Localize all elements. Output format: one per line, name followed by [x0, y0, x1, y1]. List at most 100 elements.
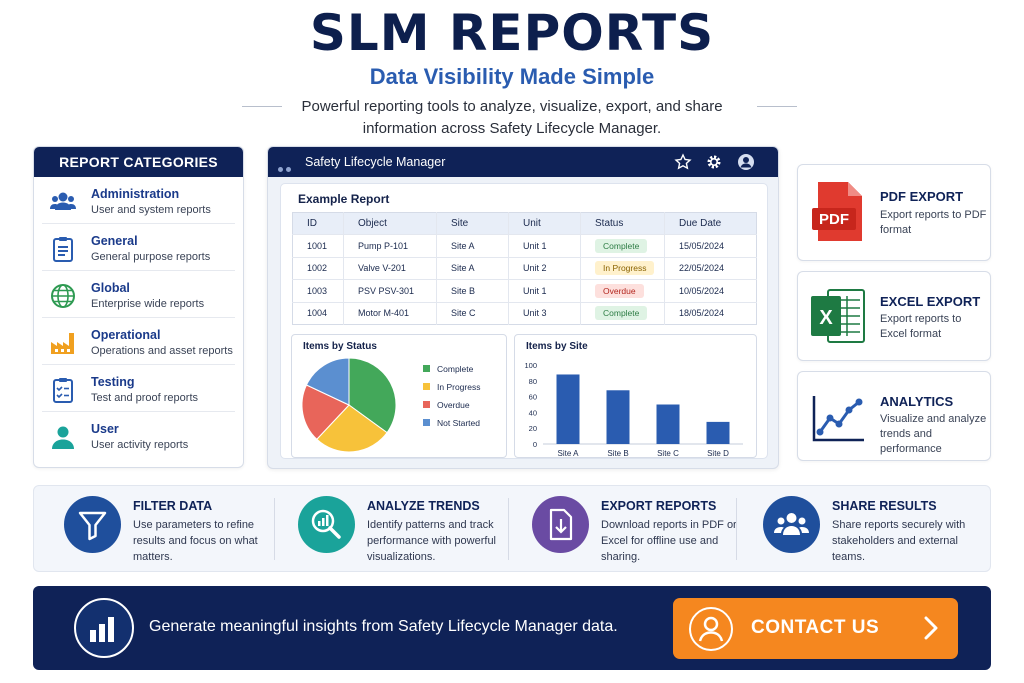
bar [656, 404, 680, 444]
report-title: Example Report [298, 192, 390, 206]
gear-icon[interactable] [705, 153, 723, 171]
divider [508, 498, 509, 560]
star-icon[interactable] [674, 153, 692, 171]
legend-swatch [423, 383, 430, 390]
app-titlebar: Safety Lifecycle Manager [268, 147, 778, 177]
y-tick-label: 0 [533, 440, 537, 449]
category-item-operational[interactable]: Operational Operations and asset reports [42, 318, 235, 365]
legend-label: Overdue [437, 400, 470, 410]
table-cell-id: 1001 [292, 234, 344, 257]
excel-file-icon: X [811, 289, 865, 343]
x-tick-label: Site D [707, 449, 729, 457]
category-desc: Enterprise wide reports [91, 298, 205, 310]
table-row[interactable]: 1001 Pump P-101 Site A Unit 1 Complete 15/05/… [292, 234, 757, 257]
table-cell-unit: Unit 1 [508, 279, 581, 302]
x-tick-label: Site A [558, 449, 580, 457]
y-tick-label: 40 [529, 408, 537, 417]
table-cell-object: PSV PSV-301 [343, 279, 437, 302]
category-desc: User and system reports [91, 204, 211, 216]
users-icon [50, 192, 76, 210]
legend-label: Complete [437, 364, 474, 374]
contact-us-button[interactable]: CONTACT US [673, 598, 958, 659]
status-cell: Complete [580, 301, 665, 325]
category-item-global[interactable]: Global Enterprise wide reports [42, 271, 235, 318]
trend-line-icon [812, 396, 864, 442]
table-cell-unit: Unit 1 [508, 234, 581, 257]
category-item-administration[interactable]: Administration User and system reports [42, 177, 235, 224]
table-cell-site: Site C [436, 301, 509, 325]
page-subtitle: Data Visibility Made Simple [369, 64, 655, 89]
status-cell: Overdue [580, 279, 665, 302]
table-header-row: ID Object Site Unit Status Due Date [292, 212, 757, 235]
funnel-icon [78, 511, 107, 541]
status-badge: In Progress [595, 261, 655, 276]
pie-slice [316, 404, 388, 453]
table-cell-unit: Unit 2 [508, 256, 581, 280]
export-desc: Export reports to PDF format [880, 209, 987, 236]
bar-chart-icon [90, 617, 114, 642]
report-categories-heading: REPORT CATEGORIES [34, 147, 243, 177]
table-row[interactable]: 1003 PSV PSV-301 Site B Unit 1 Overdue 10/05/… [292, 279, 757, 302]
bar-chart-card: Items by Site 0 20 40 60 80 100 Site A Site B Si… [514, 334, 757, 458]
export-desc: Visualize and analyze trends and perform… [880, 413, 987, 455]
status-cell: In Progress [580, 256, 665, 280]
category-item-testing[interactable]: Testing Test and proof reports [42, 365, 235, 412]
column-header[interactable]: Unit [508, 212, 581, 235]
table-cell-due: 22/05/2024 [664, 256, 757, 280]
user-icon [52, 426, 74, 449]
table-cell-unit: Unit 3 [508, 301, 581, 325]
divider [757, 106, 797, 107]
column-header[interactable]: ID [292, 212, 344, 235]
table-cell-due: 15/05/2024 [664, 234, 757, 257]
export-desc: Export reports to Excel format [880, 313, 962, 340]
table-row[interactable]: 1002 Valve V-201 Site A Unit 2 In Progress 22… [292, 256, 757, 280]
factory-icon [51, 333, 74, 354]
category-name: Operational [91, 328, 161, 342]
report-table: ID Object Site Unit Status Due Date 1001… [292, 212, 757, 325]
category-name: Global [91, 281, 130, 295]
feature-filter-data: FILTER DATA Use parameters to refine res… [64, 486, 274, 573]
table-cell-object: Motor M-401 [343, 301, 437, 325]
user-circle-icon [689, 607, 733, 651]
category-name: Administration [91, 187, 180, 201]
table-cell-site: Site A [436, 256, 509, 280]
table-row[interactable]: 1004 Motor M-401 Site C Unit 3 Complete 18/05… [292, 301, 757, 325]
report-panel: Example Report ID Object Site Unit Statu… [280, 183, 768, 459]
x-tick-label: Site C [657, 449, 679, 457]
banner-text: Generate meaningful insights from Safety… [149, 618, 618, 635]
table-cell-due: 18/05/2024 [664, 301, 757, 325]
status-badge: Overdue [595, 283, 644, 298]
export-name: ANALYTICS [880, 394, 954, 409]
y-tick-label: 60 [529, 393, 537, 402]
pie-slice [305, 357, 350, 406]
category-name: General [91, 234, 138, 248]
category-desc: User activity reports [91, 439, 189, 451]
column-header[interactable]: Status [580, 212, 665, 235]
legend-swatch [423, 401, 430, 408]
chart-title: Items by Status [303, 341, 377, 352]
globe-icon [51, 284, 75, 308]
legend-swatch [423, 419, 430, 426]
excel-export-card[interactable]: X EXCEL EXPORT Export reports to Excel f… [797, 271, 991, 361]
category-item-user[interactable]: User User activity reports [42, 412, 235, 459]
y-tick-label: 100 [524, 361, 537, 370]
bar [706, 421, 730, 444]
table-cell-id: 1004 [292, 301, 344, 325]
checklist-icon [53, 378, 73, 403]
feature-icon-circle [64, 496, 121, 553]
chart-title: Items by Site [526, 341, 588, 352]
export-name: PDF EXPORT [880, 189, 964, 204]
avatar[interactable] [737, 153, 755, 171]
category-desc: Operations and asset reports [91, 345, 233, 357]
column-header[interactable]: Site [436, 212, 509, 235]
analytics-card[interactable]: ANALYTICS Visualize and analyze trends a… [797, 371, 991, 461]
feature-name: FILTER DATA [133, 499, 213, 513]
column-header[interactable]: Object [343, 212, 437, 235]
category-item-general[interactable]: General General purpose reports [42, 224, 235, 271]
table-cell-site: Site B [436, 279, 509, 302]
pie-chart: Complete In Progress Overdue Not Started [301, 357, 480, 453]
feature-icon-circle [532, 496, 589, 553]
legend-label: In Progress [437, 382, 480, 392]
pdf-export-card[interactable]: PDF PDF EXPORT Export reports to PDF for… [797, 164, 991, 261]
column-header[interactable]: Due Date [664, 212, 757, 235]
